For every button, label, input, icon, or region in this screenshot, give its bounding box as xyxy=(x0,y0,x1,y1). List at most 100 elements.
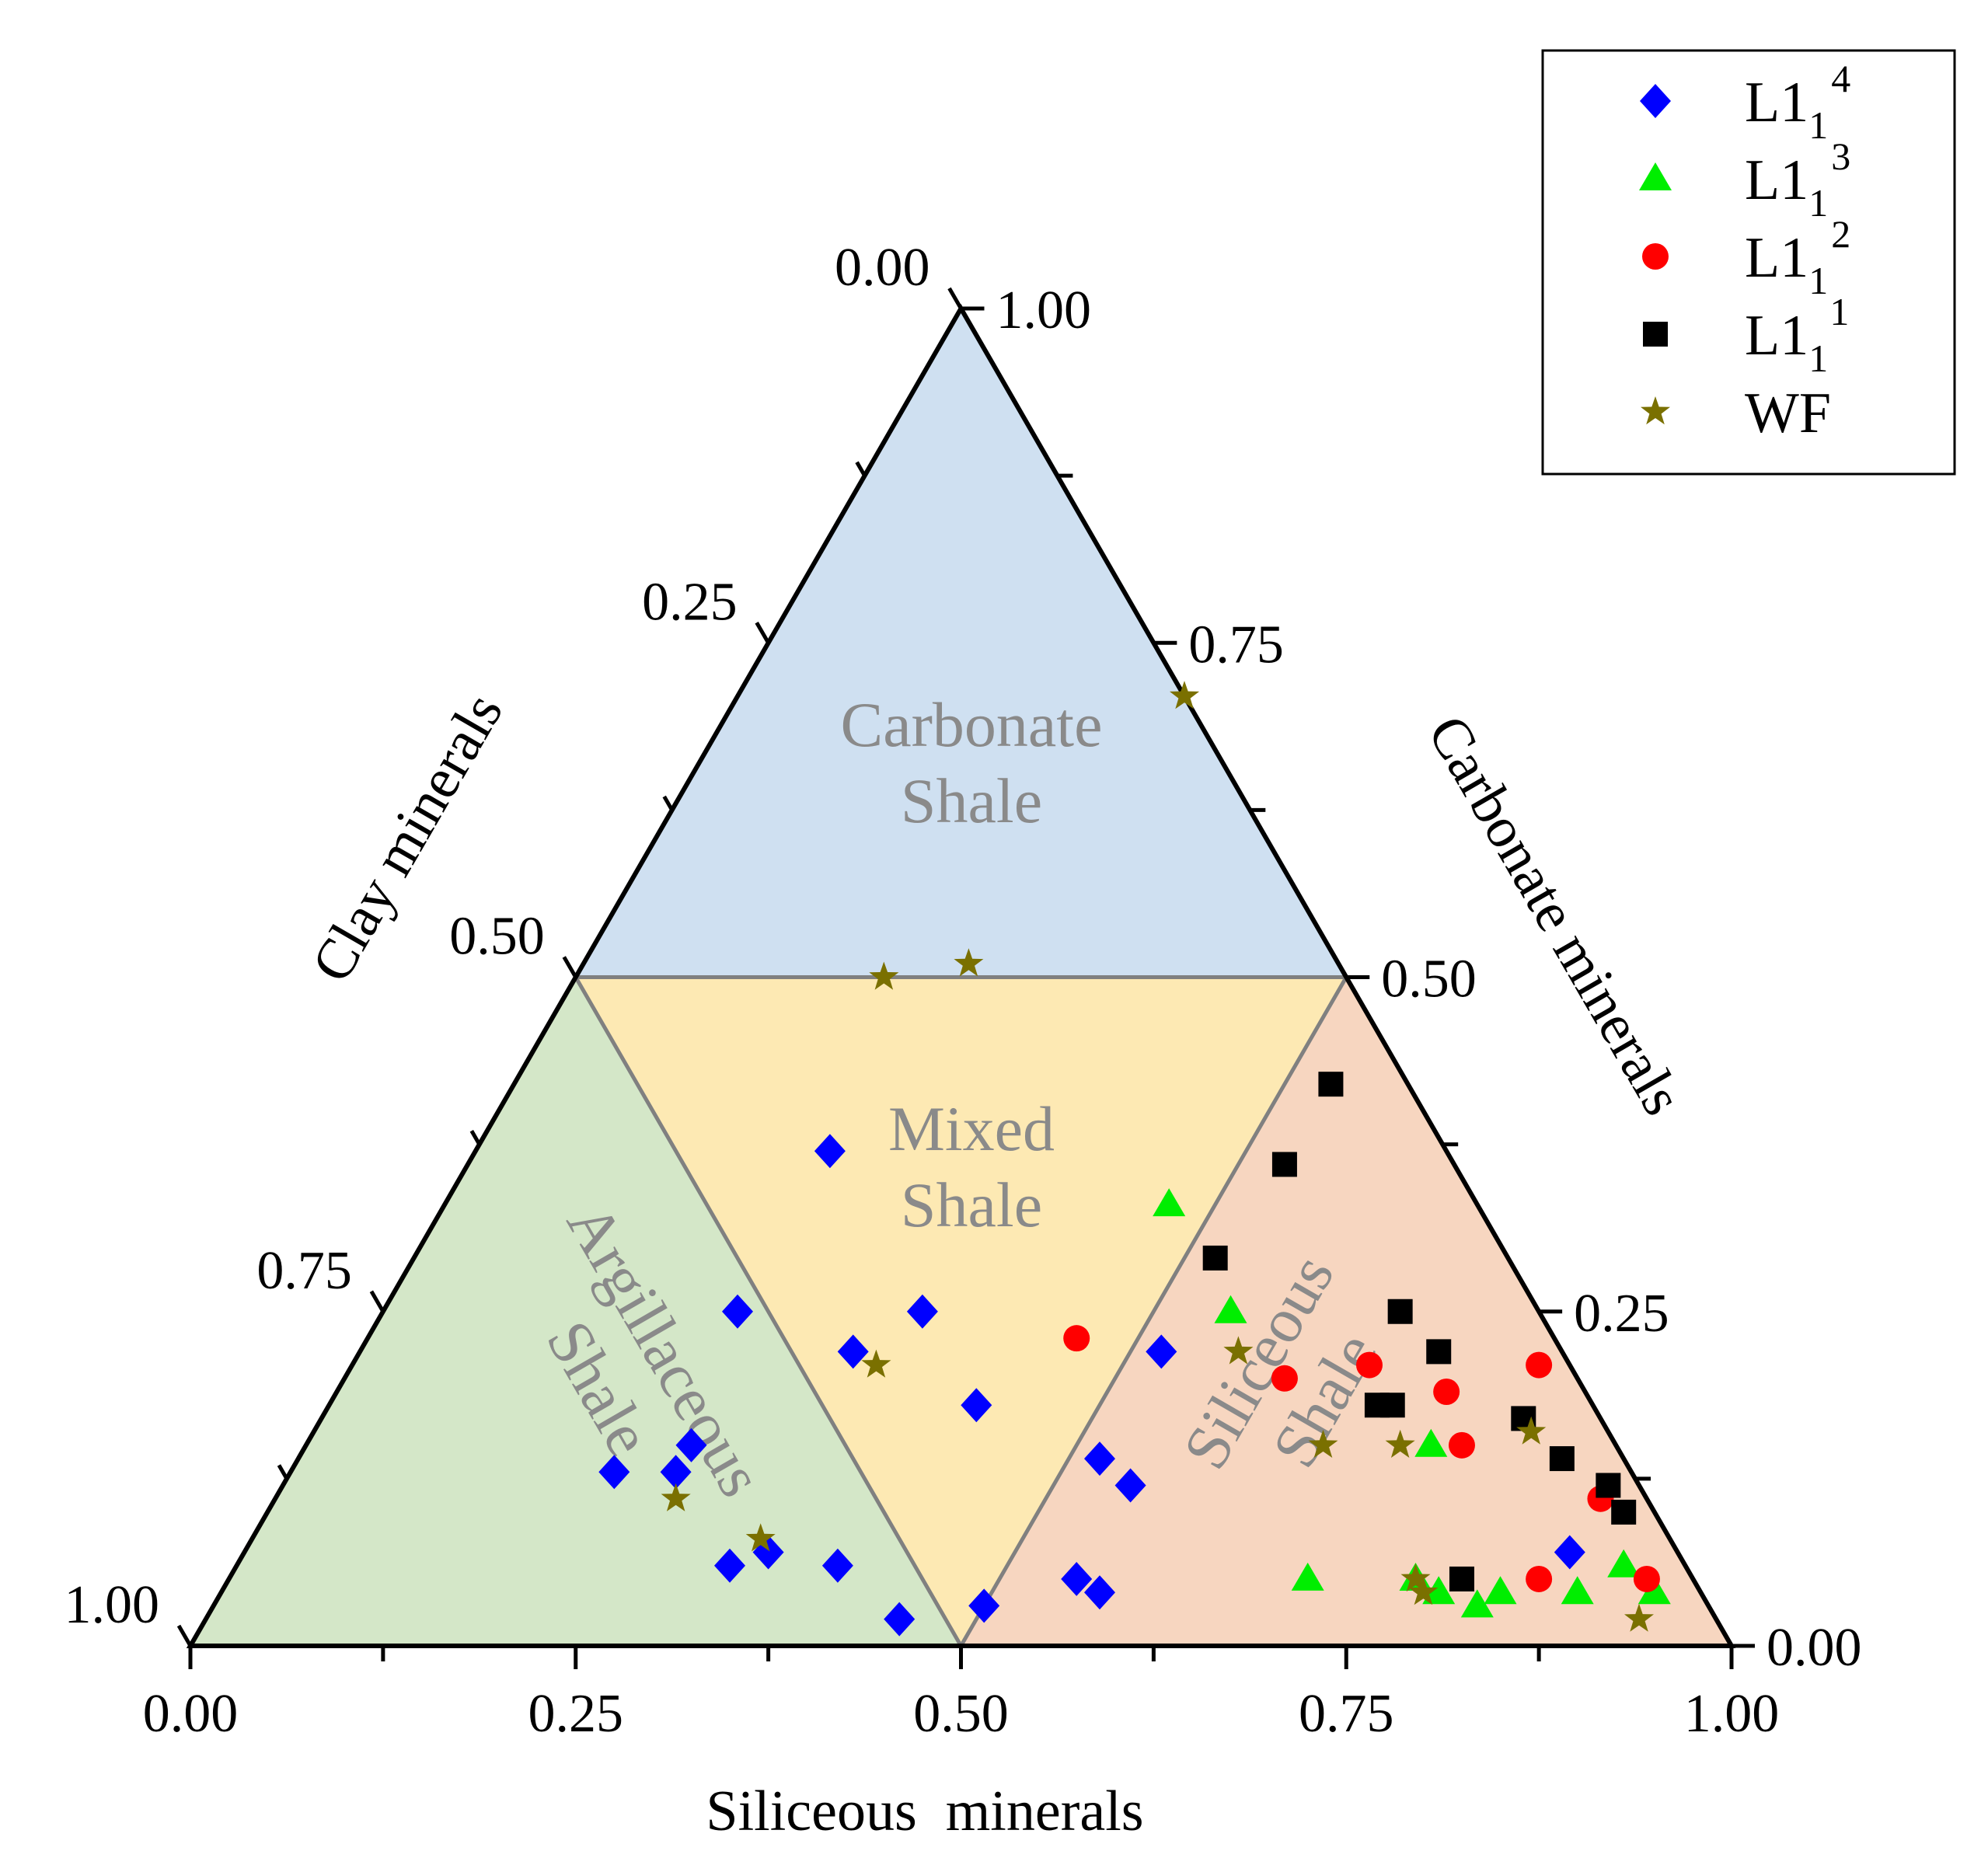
data-point-star xyxy=(861,1349,891,1378)
right-tick-label: 0.00 xyxy=(1767,1618,1862,1678)
data-point-triangle xyxy=(1607,1549,1641,1577)
series-wf- xyxy=(661,681,1654,1632)
legend-label: L112 xyxy=(1745,212,1850,302)
data-point-triangle xyxy=(1637,1576,1671,1605)
data-point-square xyxy=(1318,1072,1344,1097)
bottom-tick-label: 0.00 xyxy=(143,1684,239,1744)
right-tick-label: 1.00 xyxy=(996,281,1092,340)
legend-item: L113 xyxy=(1639,134,1850,225)
data-point-triangle xyxy=(1561,1576,1594,1605)
data-point-triangle xyxy=(1484,1576,1517,1605)
data-point-circle xyxy=(1633,1565,1660,1592)
region-label-carbonate: Carbonate Shale xyxy=(841,689,1103,836)
region-carbonate xyxy=(575,309,1347,978)
region-mixed xyxy=(575,977,1347,1646)
data-point-star xyxy=(661,1483,691,1511)
legend-label-subscript: 1 xyxy=(1808,103,1828,147)
left-tick xyxy=(562,956,577,978)
left-tick xyxy=(755,622,770,644)
legend-item: L112 xyxy=(1642,212,1850,302)
data-point-star xyxy=(1170,681,1200,709)
left-tick xyxy=(855,461,867,477)
axis-tick-labels: 0.000.001.000.250.250.750.500.500.500.75… xyxy=(65,238,1862,1744)
legend-marker-square xyxy=(1643,322,1668,347)
data-point-circle xyxy=(1271,1365,1298,1392)
legend-label: L111 xyxy=(1745,290,1849,380)
region-label-line1: Carbonate xyxy=(841,689,1103,760)
data-point-square xyxy=(1426,1339,1452,1365)
data-point-square xyxy=(1596,1473,1621,1498)
data-point-circle xyxy=(1063,1325,1090,1352)
series-l11-4 xyxy=(598,1134,1585,1637)
region-label-mixed: Mixed Shale xyxy=(888,1093,1055,1240)
data-point-star xyxy=(1408,1577,1439,1605)
left-tick-label: 0.00 xyxy=(835,238,930,298)
region-boundary-2 xyxy=(574,976,963,1647)
left-tick xyxy=(947,287,963,310)
region-boundary-3 xyxy=(959,976,1348,1647)
data-point-square xyxy=(1202,1245,1228,1271)
legend-label-superscript: 3 xyxy=(1831,134,1850,178)
legend-marker-star xyxy=(1641,396,1670,425)
region-label-line2: Shale xyxy=(901,765,1042,836)
data-point-triangle xyxy=(1414,1428,1448,1457)
data-point-diamond xyxy=(968,1588,1000,1623)
legend-item: WF xyxy=(1641,382,1831,445)
left-tick xyxy=(176,1624,193,1647)
data-point-star xyxy=(1308,1429,1338,1458)
data-point-triangle xyxy=(1153,1188,1186,1217)
legend-label: WF xyxy=(1745,382,1831,445)
data-point-diamond xyxy=(961,1388,992,1423)
axis-ticks xyxy=(176,287,1755,1669)
legend-label: L113 xyxy=(1745,134,1850,225)
data-point-star xyxy=(954,948,984,977)
data-point-star xyxy=(745,1523,776,1552)
right-tick-label: 0.25 xyxy=(1574,1284,1669,1344)
left-tick xyxy=(277,1464,289,1480)
data-point-square xyxy=(1549,1446,1575,1472)
data-point-star xyxy=(869,961,899,990)
legend-label-superscript: 1 xyxy=(1829,290,1849,333)
legend-marker-diamond xyxy=(1640,84,1671,118)
legend-label-superscript: 2 xyxy=(1831,212,1850,256)
series-l11-2 xyxy=(1063,1325,1660,1592)
data-point-circle xyxy=(1433,1379,1460,1406)
data-point-diamond xyxy=(598,1455,630,1490)
data-points xyxy=(598,681,1671,1637)
data-point-diamond xyxy=(837,1334,869,1369)
data-point-diamond xyxy=(1114,1468,1146,1503)
legend-label-subscript: 1 xyxy=(1808,259,1828,302)
data-point-circle xyxy=(1355,1351,1383,1379)
data-point-circle xyxy=(1526,1351,1553,1379)
data-point-diamond xyxy=(1146,1334,1177,1369)
data-point-star xyxy=(1516,1416,1547,1445)
bottom-tick-label: 0.25 xyxy=(528,1684,624,1744)
data-point-square xyxy=(1271,1152,1297,1177)
legend-marker-triangle xyxy=(1639,162,1672,190)
data-point-circle xyxy=(1448,1431,1475,1459)
legend-label: L114 xyxy=(1745,57,1850,147)
legend-label-name: WF xyxy=(1745,382,1831,445)
bottom-tick-label: 1.00 xyxy=(1684,1684,1780,1744)
data-point-triangle xyxy=(1422,1576,1456,1605)
data-point-star xyxy=(1400,1563,1431,1592)
legend-label-subscript: 1 xyxy=(1808,181,1828,225)
data-point-diamond xyxy=(821,1548,853,1583)
data-point-square xyxy=(1611,1499,1637,1525)
data-point-diamond xyxy=(884,1602,916,1637)
legend-item: L111 xyxy=(1643,290,1849,380)
data-point-circle xyxy=(1526,1565,1553,1592)
data-point-diamond xyxy=(814,1134,846,1169)
data-point-triangle xyxy=(1291,1562,1324,1591)
data-point-triangle xyxy=(1214,1295,1247,1323)
region-label-line2: Shale xyxy=(901,1170,1042,1240)
data-point-star xyxy=(1624,1603,1654,1632)
data-point-diamond xyxy=(1084,1441,1115,1476)
data-point-star xyxy=(1385,1429,1415,1458)
data-point-triangle xyxy=(1460,1589,1494,1618)
left-tick-label: 0.50 xyxy=(449,907,545,967)
region-label-line1: Mixed xyxy=(888,1093,1055,1164)
region-siliceous xyxy=(961,977,1732,1646)
